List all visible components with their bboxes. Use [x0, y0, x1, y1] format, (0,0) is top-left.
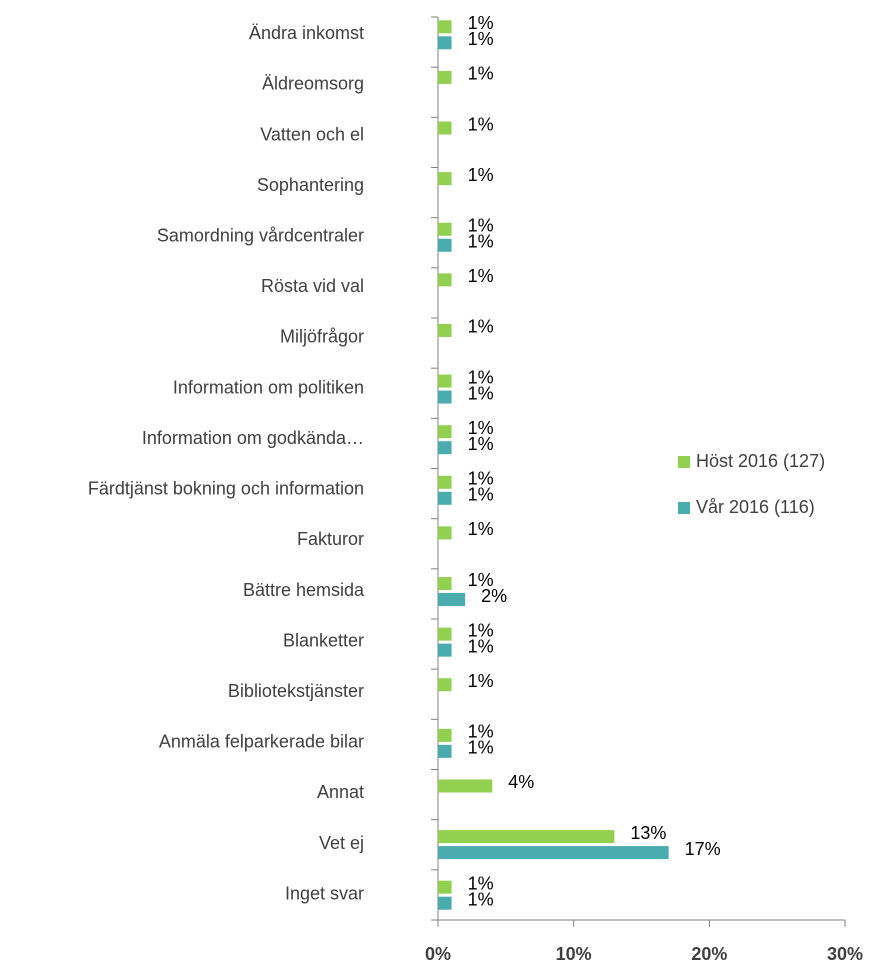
category-label: Fakturor [297, 529, 364, 549]
value-label: 1% [468, 317, 494, 337]
bar [438, 643, 452, 657]
value-label: 1% [468, 722, 494, 742]
value-label: 1% [468, 367, 494, 387]
bar [438, 121, 452, 135]
bar [438, 475, 452, 489]
category-label: Vet ej [319, 833, 364, 853]
value-label: 1% [468, 889, 494, 909]
category-label: Äldreomsorg [262, 74, 364, 94]
category-label: Rösta vid val [261, 276, 364, 296]
value-label: 17% [685, 839, 721, 859]
x-tick-label: 20% [691, 944, 727, 964]
bar [438, 425, 452, 439]
value-label: 1% [468, 114, 494, 134]
bar [438, 627, 452, 641]
value-label: 1% [468, 671, 494, 691]
bar [438, 593, 466, 607]
bar [438, 36, 452, 50]
bar [438, 374, 452, 388]
category-label: Vatten och el [260, 124, 364, 144]
category-label: Blanketter [283, 630, 364, 650]
value-label: 1% [468, 620, 494, 640]
category-label: Ändra inkomst [249, 23, 364, 43]
bar [438, 846, 669, 860]
bar [438, 441, 452, 455]
bar [438, 526, 452, 540]
value-label: 1% [468, 165, 494, 185]
bar [438, 323, 452, 337]
legend-label: Vår 2016 (116) [696, 497, 815, 517]
category-label: Sophantering [257, 175, 364, 195]
bar [438, 20, 452, 34]
value-label: 1% [468, 232, 494, 252]
value-label: 1% [468, 873, 494, 893]
legend-swatch [678, 456, 690, 468]
value-label: 13% [630, 823, 666, 843]
category-label: Bibliotekstjänster [228, 681, 364, 701]
bar [438, 238, 452, 252]
bar [438, 779, 493, 793]
category-label: Samordning vårdcentraler [157, 226, 364, 246]
value-label: 1% [468, 469, 494, 489]
bar [438, 273, 452, 287]
value-label: 4% [508, 772, 534, 792]
bar [438, 491, 452, 505]
value-label: 2% [481, 586, 507, 606]
bar [438, 390, 452, 404]
value-label: 1% [468, 29, 494, 49]
category-label: Information om politiken [173, 377, 364, 397]
x-tick-label: 0% [425, 944, 451, 964]
bar [438, 728, 452, 742]
bar [438, 678, 452, 692]
category-label: Bättre hemsida [243, 580, 365, 600]
value-label: 1% [468, 738, 494, 758]
value-label: 1% [468, 434, 494, 454]
bar [438, 172, 452, 186]
bar [438, 222, 452, 236]
legend-swatch [678, 502, 690, 514]
x-tick-label: 10% [556, 944, 592, 964]
x-tick-label: 30% [827, 944, 863, 964]
value-label: 1% [468, 519, 494, 539]
category-label: Miljöfrågor [280, 327, 364, 347]
category-label: Annat [317, 782, 364, 802]
category-label: Färdtjänst bokning och information [88, 479, 364, 499]
value-label: 1% [468, 418, 494, 438]
category-label: Anmäla felparkerade bilar [159, 732, 364, 752]
category-label: Information om godkända… [142, 428, 364, 448]
value-label: 1% [468, 485, 494, 505]
value-label: 1% [468, 64, 494, 84]
value-label: 1% [468, 570, 494, 590]
bar [438, 70, 452, 84]
legend-label: Höst 2016 (127) [696, 451, 825, 471]
bar [438, 577, 452, 591]
bar [438, 880, 452, 894]
value-label: 1% [468, 266, 494, 286]
bar [438, 896, 452, 910]
value-label: 1% [468, 13, 494, 33]
bar [438, 744, 452, 758]
value-label: 1% [468, 383, 494, 403]
value-label: 1% [468, 216, 494, 236]
category-label: Inget svar [285, 883, 364, 903]
bar [438, 830, 615, 844]
value-label: 1% [468, 636, 494, 656]
